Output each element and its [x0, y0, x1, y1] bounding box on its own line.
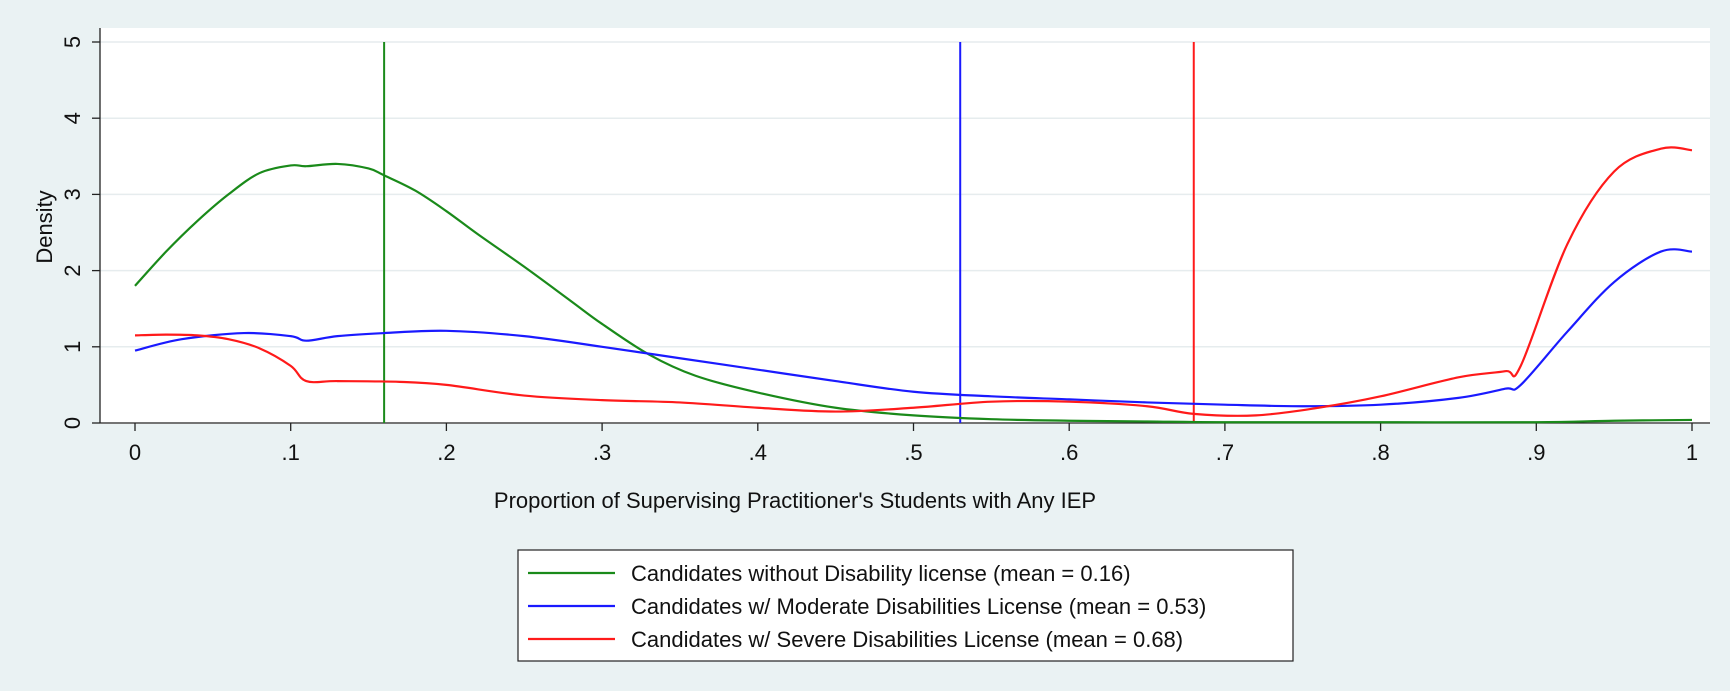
legend-label-3: Candidates w/ Severe Disabilities Licens…	[631, 627, 1183, 652]
series-line-1	[134, 162, 1693, 424]
y-axis-title: Density	[32, 190, 57, 263]
grid-lines	[100, 41, 1710, 348]
mean-lines	[383, 42, 1195, 423]
y-tick-label: 0	[60, 417, 85, 429]
x-tick-label: .9	[1527, 440, 1545, 465]
x-tick-label: .8	[1371, 440, 1389, 465]
y-tick-label: 4	[60, 112, 85, 124]
series-line-2	[134, 248, 1693, 408]
x-tick-label: .4	[749, 440, 767, 465]
y-tick-label: 3	[60, 188, 85, 200]
x-axis-title: Proportion of Supervising Practitioner's…	[494, 488, 1096, 513]
y-tick-label: 2	[60, 264, 85, 276]
y-tick-label: 1	[60, 341, 85, 353]
x-tick-label: .1	[282, 440, 300, 465]
x-tick-label: .2	[437, 440, 455, 465]
x-tick-label: 1	[1686, 440, 1698, 465]
legend-label-1: Candidates without Disability license (m…	[631, 561, 1131, 586]
series-lines	[134, 146, 1693, 424]
plot-area	[100, 28, 1710, 424]
x-tick-label: 0	[129, 440, 141, 465]
x-tick-label: .7	[1216, 440, 1234, 465]
legend-label-2: Candidates w/ Moderate Disabilities Lice…	[631, 594, 1206, 619]
x-tick-label: .5	[904, 440, 922, 465]
y-tick-label: 5	[60, 36, 85, 48]
legend: Candidates without Disability license (m…	[517, 549, 1294, 662]
x-tick-label: .6	[1060, 440, 1078, 465]
legend-box	[517, 549, 1294, 662]
x-tick-label: .3	[593, 440, 611, 465]
series-line-3	[134, 146, 1693, 417]
